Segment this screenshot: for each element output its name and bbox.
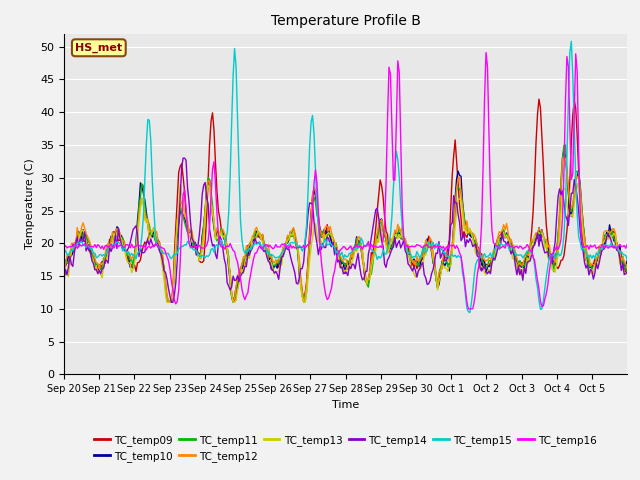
TC_temp10 [463, 227, 471, 232]
TC_temp09 [548, 258, 556, 264]
TC_temp14 [60, 278, 68, 284]
TC_temp14 [179, 155, 187, 161]
TC_temp12 [164, 300, 172, 305]
TC_temp15 [79, 242, 87, 248]
TC_temp10 [97, 261, 104, 267]
TC_temp16 [97, 246, 104, 252]
Line: TC_temp13: TC_temp13 [64, 183, 627, 302]
Legend: TC_temp09, TC_temp10, TC_temp11, TC_temp12, TC_temp13, TC_temp14, TC_temp15, TC_: TC_temp09, TC_temp10, TC_temp11, TC_temp… [90, 431, 601, 466]
Line: TC_temp14: TC_temp14 [64, 158, 627, 302]
TC_temp11 [79, 236, 87, 241]
TC_temp13 [163, 300, 171, 305]
TC_temp09 [97, 263, 104, 268]
TC_temp12 [97, 260, 104, 265]
TC_temp16 [623, 241, 631, 247]
TC_temp12 [463, 218, 471, 224]
TC_temp14 [97, 271, 104, 276]
Line: TC_temp15: TC_temp15 [64, 41, 627, 312]
TC_temp12 [547, 252, 555, 258]
Line: TC_temp10: TC_temp10 [64, 149, 627, 302]
TC_temp16 [79, 242, 87, 248]
TC_temp10 [560, 146, 568, 152]
Title: Temperature Profile B: Temperature Profile B [271, 14, 420, 28]
TC_temp16 [60, 243, 68, 249]
TC_temp13 [463, 230, 471, 236]
TC_temp12 [351, 246, 359, 252]
TC_temp12 [622, 261, 630, 267]
TC_temp15 [97, 252, 104, 257]
TC_temp12 [60, 262, 68, 268]
TC_temp15 [60, 250, 68, 255]
X-axis label: Time: Time [332, 400, 359, 409]
TC_temp10 [623, 258, 631, 264]
TC_temp11 [547, 253, 555, 259]
TC_temp15 [568, 38, 575, 44]
TC_temp11 [623, 270, 631, 276]
Line: TC_temp09: TC_temp09 [64, 99, 627, 302]
TC_temp09 [60, 262, 68, 267]
TC_temp13 [623, 272, 631, 277]
TC_temp10 [622, 263, 630, 269]
TC_temp13 [79, 228, 87, 233]
TC_temp10 [60, 266, 68, 272]
TC_temp14 [79, 238, 87, 244]
TC_temp15 [461, 292, 469, 298]
Line: TC_temp16: TC_temp16 [64, 52, 627, 309]
TC_temp13 [622, 270, 630, 276]
TC_temp10 [547, 251, 555, 257]
TC_temp11 [463, 225, 471, 230]
TC_temp16 [465, 306, 472, 312]
TC_temp10 [79, 227, 87, 232]
Text: HS_met: HS_met [76, 43, 122, 53]
TC_temp11 [60, 265, 68, 271]
TC_temp13 [97, 272, 104, 277]
TC_temp16 [548, 252, 556, 257]
TC_temp15 [623, 257, 631, 263]
TC_temp11 [164, 300, 172, 305]
TC_temp09 [535, 96, 543, 102]
TC_temp14 [168, 300, 175, 305]
TC_temp13 [547, 256, 555, 262]
TC_temp15 [622, 252, 630, 258]
TC_temp14 [465, 240, 472, 245]
TC_temp12 [559, 155, 566, 161]
TC_temp09 [351, 245, 359, 251]
TC_temp12 [79, 220, 87, 226]
TC_temp09 [463, 234, 471, 240]
Line: TC_temp11: TC_temp11 [64, 145, 627, 302]
TC_temp14 [548, 261, 556, 267]
TC_temp14 [623, 269, 631, 275]
TC_temp13 [351, 245, 359, 251]
Y-axis label: Temperature (C): Temperature (C) [24, 158, 35, 250]
TC_temp12 [623, 265, 631, 271]
TC_temp09 [79, 238, 87, 243]
TC_temp10 [164, 300, 172, 305]
TC_temp11 [351, 247, 359, 253]
TC_temp16 [622, 245, 630, 251]
TC_temp13 [60, 268, 68, 274]
TC_temp14 [353, 257, 360, 263]
TC_temp09 [623, 265, 631, 271]
TC_temp15 [466, 310, 474, 315]
TC_temp09 [622, 270, 630, 276]
TC_temp13 [573, 180, 581, 186]
TC_temp16 [350, 244, 358, 250]
TC_temp11 [561, 142, 569, 148]
Line: TC_temp12: TC_temp12 [64, 158, 627, 302]
TC_temp15 [350, 246, 358, 252]
TC_temp15 [547, 252, 555, 258]
TC_temp10 [351, 243, 359, 249]
TC_temp14 [622, 271, 630, 276]
TC_temp16 [461, 287, 469, 292]
TC_temp16 [482, 49, 490, 55]
TC_temp09 [164, 300, 172, 305]
TC_temp11 [97, 267, 104, 273]
TC_temp11 [622, 266, 630, 272]
